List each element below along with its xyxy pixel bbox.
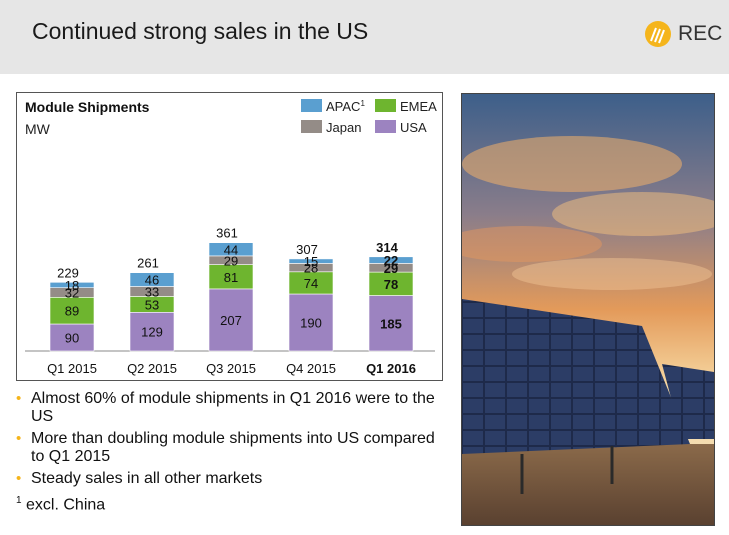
bar-usa [208, 288, 254, 352]
legend-label-usa: USA [400, 120, 427, 135]
legend-swatch-apac [301, 99, 322, 112]
bar-usa [368, 295, 414, 352]
legend-label-emea: EMEA [400, 99, 437, 114]
bullet-item: • More than doubling module shipments int… [16, 430, 446, 466]
data-label-apac: 18 [65, 278, 79, 293]
data-label-japan: 29 [384, 261, 398, 276]
bar-apac [129, 272, 175, 287]
page-title: Continued strong sales in the US [32, 18, 369, 44]
chart-ylabel: MW [25, 121, 51, 137]
x-tick-label: Q2 2015 [127, 361, 177, 376]
footnote-text: excl. China [26, 496, 106, 514]
bullet-item: • Steady sales in all other markets [16, 470, 446, 488]
data-label-emea: 78 [384, 277, 398, 292]
bar-apac [288, 258, 334, 264]
bar-apac [49, 282, 95, 289]
solar-field-image [462, 94, 714, 525]
x-tick-label: Q1 2016 [366, 361, 416, 376]
bullet-text: Almost 60% of module shipments in Q1 201… [31, 390, 435, 425]
bar-usa [49, 323, 95, 352]
bar-apac [208, 242, 254, 257]
legend-label-japan: Japan [326, 120, 361, 135]
total-label: 229 [57, 265, 79, 280]
bar-emea [49, 297, 95, 325]
data-label-japan: 29 [224, 253, 238, 268]
total-label: 307 [296, 242, 318, 257]
chart-title: Module Shipments [25, 99, 150, 115]
bullet-text: More than doubling module shipments into… [31, 430, 435, 465]
data-label-usa: 190 [300, 316, 322, 331]
legend-swatch-japan [301, 120, 322, 133]
data-label-apac: 44 [224, 242, 238, 257]
x-tick-label: Q1 2015 [47, 361, 97, 376]
data-label-apac: 46 [145, 273, 159, 288]
bullet-text: Steady sales in all other markets [31, 470, 263, 487]
data-label-apac: 15 [304, 254, 318, 269]
logo-text: REC [678, 22, 723, 45]
sun-logo-icon [645, 21, 671, 47]
solar-panels-photo [461, 93, 715, 526]
total-label: 261 [137, 256, 159, 271]
header-bar: Continued strong sales in the US REC [0, 0, 729, 74]
data-label-emea: 74 [304, 276, 318, 291]
legend-swatch-usa [375, 120, 396, 133]
data-label-japan: 33 [145, 284, 159, 299]
rec-logo: REC [644, 18, 722, 50]
total-label: 314 [376, 240, 398, 255]
bullet-item: • Almost 60% of module shipments in Q1 20… [16, 390, 446, 426]
legend-label-apac: APAC1 [326, 99, 365, 114]
data-label-emea: 89 [65, 304, 79, 319]
total-label: 361 [216, 226, 238, 241]
chart-canvas: Module Shipments MW APAC1 EMEA Japan USA 90 89 3… [25, 99, 437, 376]
bullet-dot-icon: • [16, 470, 22, 487]
bar-emea [208, 264, 254, 290]
footnote: 1 excl. China [16, 492, 446, 514]
legend-swatch-emea [375, 99, 396, 112]
data-label-usa: 90 [65, 331, 79, 346]
x-tick-label: Q4 2015 [286, 361, 336, 376]
data-label-emea: 81 [224, 270, 238, 285]
data-label-apac: 22 [384, 253, 398, 268]
data-label-japan: 28 [304, 261, 318, 276]
data-label-emea: 53 [145, 297, 159, 312]
data-label-usa: 129 [141, 325, 163, 340]
data-label-usa: 185 [380, 316, 402, 331]
bullet-dot-icon: • [16, 390, 22, 407]
bar-apac [368, 256, 414, 264]
bullet-list: • Almost 60% of module shipments in Q1 20… [16, 390, 446, 514]
module-shipments-chart: Module Shipments MW APAC1 EMEA Japan USA 90 89 3… [16, 92, 443, 381]
data-label-japan: 32 [65, 286, 79, 301]
x-tick-label: Q3 2015 [206, 361, 256, 376]
bullet-dot-icon: • [16, 430, 22, 447]
data-label-usa: 207 [220, 313, 242, 328]
footnote-marker: 1 [16, 495, 22, 506]
